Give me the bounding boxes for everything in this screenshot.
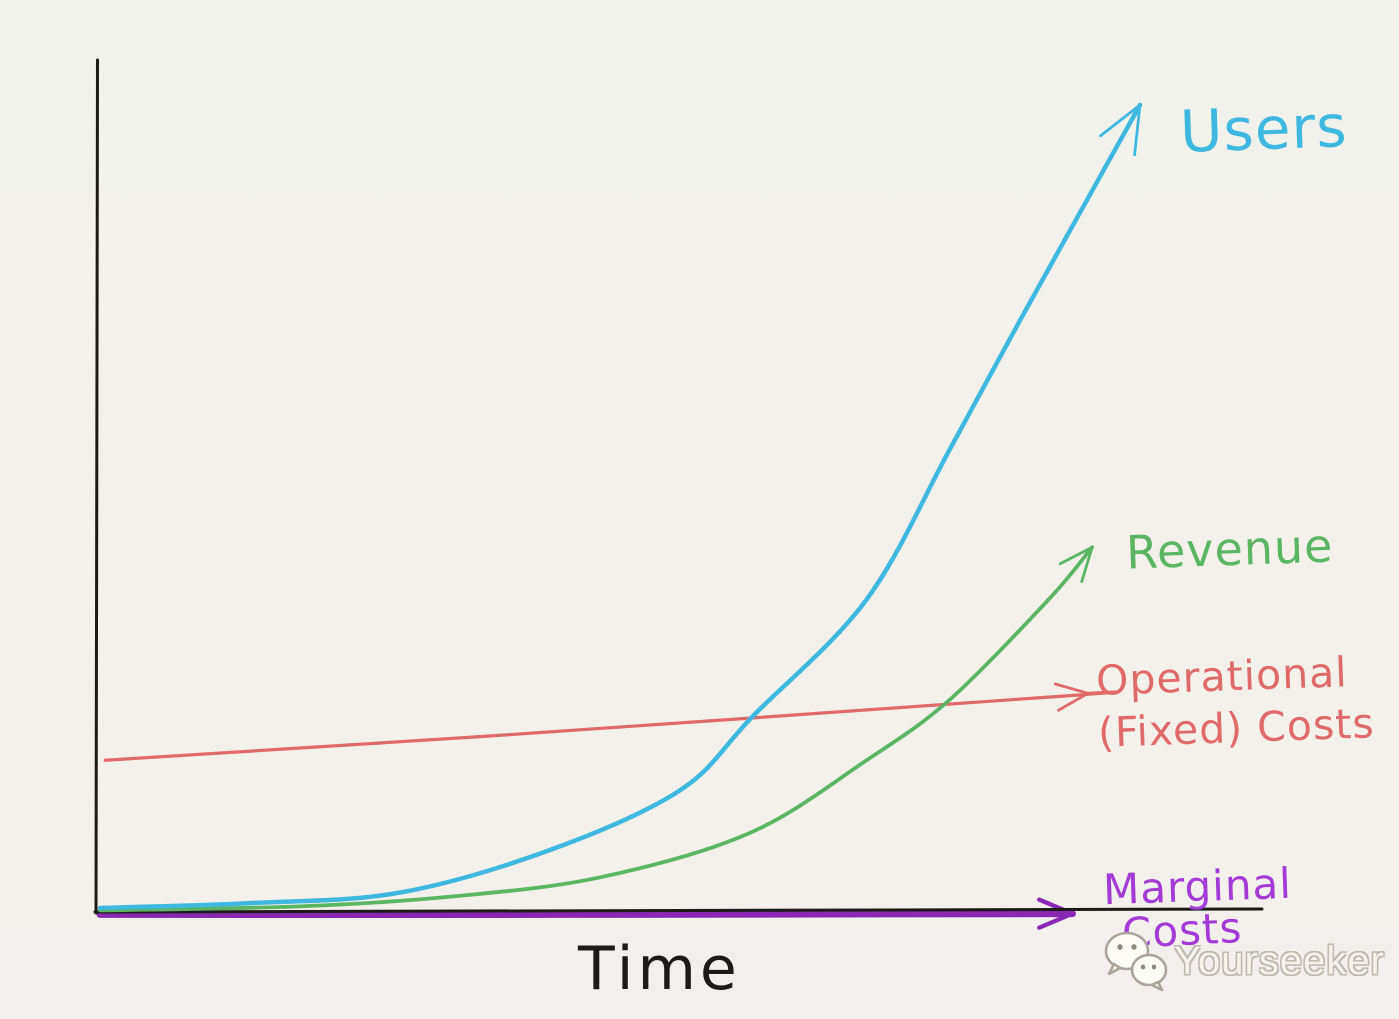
operational-costs-label-line1: Operational bbox=[1095, 648, 1349, 705]
revenue-series-label: Revenue bbox=[1125, 518, 1335, 580]
operational-costs-series-label: Operational (Fixed) Costs bbox=[1095, 645, 1378, 760]
users-series-label: Users bbox=[1178, 92, 1349, 166]
x-axis-label: Time bbox=[578, 934, 741, 1004]
watermark: Yourseeker bbox=[1102, 928, 1385, 994]
operational-costs-label-line2: (Fixed) Costs bbox=[1097, 699, 1376, 758]
wechat-icon bbox=[1104, 931, 1168, 992]
watermark-text: Yourseeker bbox=[1174, 938, 1385, 983]
